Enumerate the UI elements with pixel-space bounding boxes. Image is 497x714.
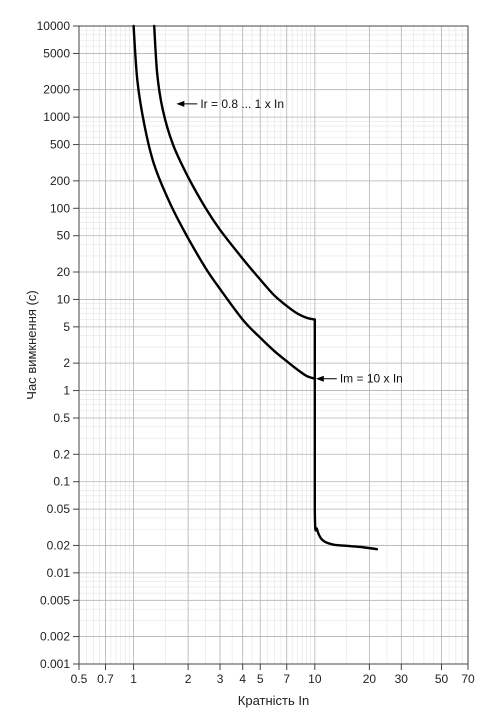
y-tick-label: 100	[50, 201, 70, 215]
y-tick-label: 0.05	[47, 502, 71, 516]
x-tick-label: 0.5	[71, 672, 88, 686]
y-tick-label: 0.01	[47, 566, 71, 580]
y-tick-label: 10000	[37, 19, 71, 33]
x-tick-label: 10	[308, 672, 322, 686]
x-tick-label: 7	[283, 672, 290, 686]
y-tick-label: 5000	[43, 46, 70, 60]
y-tick-label: 500	[50, 138, 70, 152]
y-tick-label: 2000	[43, 83, 70, 97]
y-tick-label: 0.02	[47, 538, 71, 552]
y-tick-label: 0.1	[53, 475, 70, 489]
x-tick-label: 3	[217, 672, 224, 686]
grid-minor	[78, 26, 469, 665]
x-tick-label: 20	[363, 672, 377, 686]
series-line-2	[153, 24, 316, 321]
x-tick-label: 0.7	[97, 672, 114, 686]
annotation-arrowhead	[315, 375, 324, 382]
y-tick-label: 0.005	[40, 593, 70, 607]
y-tick-label: 50	[57, 229, 71, 243]
y-tick-labels: 10000 5000 2000 1000 500 200 100 50 20 10 5 2 1 0.5 0.…	[37, 19, 71, 671]
y-tick-label: 20	[57, 265, 71, 279]
series-line-1	[132, 24, 316, 380]
y-tick-label: 5	[63, 320, 70, 334]
x-axis-label: Кратність In	[238, 693, 309, 708]
annotation-arrowhead	[176, 100, 185, 107]
annotations: Ir = 0.8 ... 1 x In Im = 10 x In	[176, 97, 403, 386]
y-tick-label: 1000	[43, 110, 70, 124]
x-tick-label: 2	[185, 672, 192, 686]
x-tick-label: 30	[395, 672, 409, 686]
series-group	[132, 24, 379, 551]
plot-frame	[78, 25, 469, 665]
x-tick-labels: 0.5 0.7 1 2 3 4 5 7 10 20 30 50 70	[71, 672, 475, 686]
y-tick-label: 1	[63, 384, 70, 398]
x-tick-label: 1	[130, 672, 137, 686]
y-tick-label: 10	[57, 292, 71, 306]
y-tick-label: 200	[50, 174, 70, 188]
y-tick-label: 0.2	[53, 447, 70, 461]
x-tick-label: 4	[239, 672, 246, 686]
x-tick-label: 50	[435, 672, 449, 686]
y-axis-label: Час вимкнення (с)	[24, 290, 39, 399]
y-tick-label: 0.002	[40, 630, 70, 644]
x-tick-label: 70	[461, 672, 475, 686]
series-line-3	[313, 318, 379, 551]
annotation-label-1: Ir = 0.8 ... 1 x In	[200, 97, 284, 111]
y-tick-label: 0.001	[40, 657, 70, 671]
y-tick-label: 2	[63, 356, 70, 370]
y-tick-label: 0.5	[53, 411, 70, 425]
x-tick-label: 5	[257, 672, 264, 686]
annotation-label-2: Im = 10 x In	[340, 372, 403, 386]
